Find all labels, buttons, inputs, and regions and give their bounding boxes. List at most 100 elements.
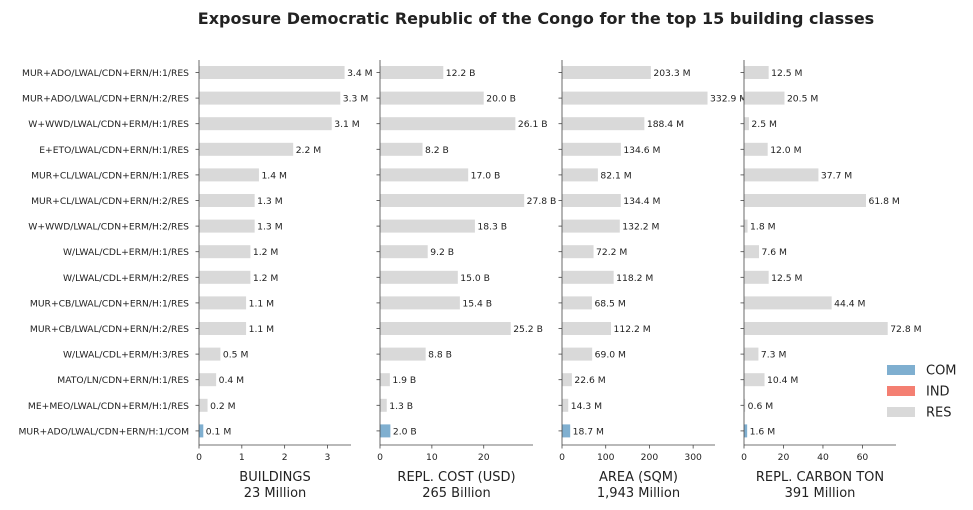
data-label: 2.2 M <box>296 145 322 156</box>
bar <box>380 245 428 259</box>
bar <box>380 424 391 438</box>
data-label: 3.1 M <box>334 119 360 130</box>
bar <box>744 424 748 438</box>
bar <box>562 347 593 361</box>
data-label: 188.4 M <box>647 119 684 130</box>
bar <box>562 91 708 105</box>
bar <box>199 194 255 207</box>
bar <box>744 117 749 131</box>
bar <box>562 219 620 233</box>
data-label: 15.4 B <box>462 298 492 309</box>
panel-total: 1,943 Million <box>597 486 680 501</box>
bar <box>380 347 426 361</box>
x-tick-label: 2 <box>282 452 288 463</box>
panel-1: 3.4 M 3.3 M 3.1 M 2.2 M 1.4 M 1.3 M 1.3 M 1.2 M… <box>195 60 373 501</box>
bar <box>744 270 769 284</box>
x-tick-label: 1 <box>239 452 245 463</box>
category-label: W/LWAL/CDL+ERM/H:2/RES <box>63 273 189 284</box>
bar <box>562 142 621 156</box>
bar <box>380 398 387 412</box>
bar <box>744 194 866 207</box>
x-axis-label: REPL. CARBON TON <box>756 470 884 485</box>
data-label: 1.2 M <box>253 247 279 258</box>
panel-total: 391 Million <box>785 486 856 501</box>
bar <box>744 245 760 259</box>
data-label: 7.3 M <box>761 350 787 361</box>
bar <box>744 373 765 387</box>
data-label: 12.0 M <box>770 145 801 156</box>
data-label: 12.2 B <box>446 68 476 79</box>
bar <box>744 398 746 412</box>
category-label: W+WWD/LWAL/CDN+ERM/H:1/RES <box>28 119 189 130</box>
x-tick-label: 20 <box>778 452 790 463</box>
bar <box>744 168 819 182</box>
bar <box>744 347 759 361</box>
data-label: 0.2 M <box>210 401 236 412</box>
bar <box>199 142 294 156</box>
data-label: 12.5 M <box>771 68 802 79</box>
bar <box>380 91 484 105</box>
x-tick-label: 40 <box>817 452 829 463</box>
x-axis-label: BUILDINGS <box>239 470 310 485</box>
data-label: 1.3 B <box>389 401 413 412</box>
data-label: 112.2 M <box>614 324 651 335</box>
data-label: 1.2 M <box>253 273 279 284</box>
data-label: 1.6 M <box>750 426 776 437</box>
data-label: 203.3 M <box>653 68 690 79</box>
bar <box>744 219 748 233</box>
data-label: 14.3 M <box>571 401 602 412</box>
bar <box>380 219 475 233</box>
bar <box>380 117 516 131</box>
bar <box>199 91 341 105</box>
data-label: 2.5 M <box>751 119 777 130</box>
data-label: 1.1 M <box>249 298 275 309</box>
data-label: 26.1 B <box>518 119 548 130</box>
category-label: MUR+ADO/LWAL/CDN+ERN/H:1/COM <box>18 426 189 437</box>
x-tick-label: 100 <box>597 452 615 463</box>
data-label: 3.3 M <box>343 94 369 105</box>
data-label: 2.0 B <box>393 426 417 437</box>
x-tick-label: 60 <box>857 452 869 463</box>
category-label: MATO/LN/CDN+ERN/H:1/RES <box>57 375 189 386</box>
data-label: 132.2 M <box>622 222 659 233</box>
data-label: 0.4 M <box>219 375 245 386</box>
data-label: 18.3 B <box>477 222 507 233</box>
data-label: 0.5 M <box>223 350 249 361</box>
bar <box>199 296 247 310</box>
bar <box>744 66 769 79</box>
category-label: E+ETO/LWAL/CDN+ERN/H:1/RES <box>39 145 189 156</box>
data-label: 1.4 M <box>261 170 287 181</box>
data-label: 72.8 M <box>890 324 921 335</box>
legend-swatch <box>887 386 915 396</box>
bar <box>562 66 651 79</box>
data-label: 3.4 M <box>347 68 373 79</box>
data-label: 25.2 B <box>513 324 543 335</box>
bar <box>199 322 247 335</box>
data-label: 1.9 B <box>392 375 416 386</box>
panel-total: 23 Million <box>244 486 307 501</box>
data-label: 0.6 M <box>748 401 774 412</box>
bar <box>562 245 594 259</box>
bar <box>199 398 208 412</box>
data-label: 1.8 M <box>750 222 776 233</box>
category-label: MUR+CL/LWAL/CDN+ERN/H:1/RES <box>31 170 189 181</box>
bar <box>744 142 768 156</box>
data-label: 72.2 M <box>596 247 627 258</box>
data-label: 10.4 M <box>767 375 798 386</box>
bar <box>199 424 204 438</box>
bar <box>562 322 612 335</box>
bar <box>199 168 259 182</box>
data-label: 8.2 B <box>425 145 449 156</box>
bar <box>199 219 255 233</box>
bar <box>380 142 423 156</box>
category-label: MUR+CB/LWAL/CDN+ERN/H:1/RES <box>30 298 189 309</box>
bar <box>199 347 221 361</box>
bar <box>380 168 469 182</box>
data-label: 12.5 M <box>771 273 802 284</box>
x-tick-label: 200 <box>641 452 659 463</box>
data-label: 37.7 M <box>821 170 852 181</box>
category-label: MUR+CL/LWAL/CDN+ERN/H:2/RES <box>31 196 189 207</box>
panel-4: 12.5 M 20.5 M 2.5 M 12.0 M 37.7 M 61.8 M 1.8 M… <box>740 60 922 501</box>
category-label: W/LWAL/CDL+ERM/H:3/RES <box>63 350 189 361</box>
